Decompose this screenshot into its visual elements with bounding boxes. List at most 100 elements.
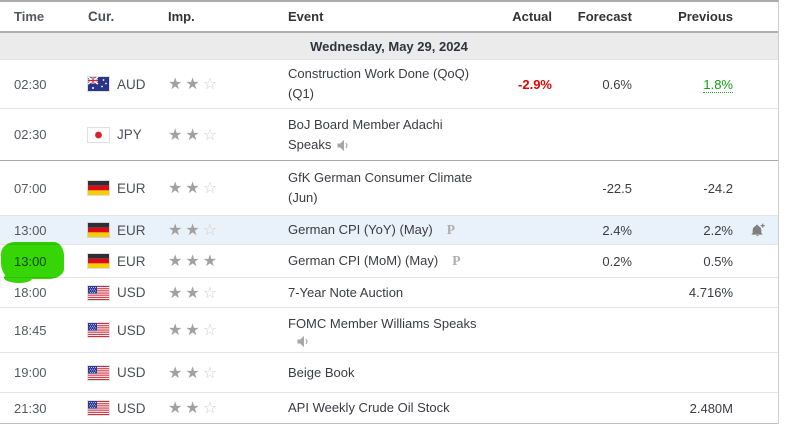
- col-header-importance: Imp.: [168, 9, 195, 24]
- star-empty-icon: ☆: [202, 322, 218, 339]
- star-filled-icon: ★: [168, 76, 183, 93]
- star-empty-icon: ☆: [202, 180, 218, 197]
- germany-flag-icon: [88, 254, 109, 268]
- japan-flag-icon: [88, 127, 109, 142]
- table-row[interactable]: 13:00 EUR ★ ★ ★ German CPI (MoM) (May) P 0.…: [0, 245, 778, 278]
- star-empty-icon: ☆: [202, 364, 218, 382]
- importance-stars: ★ ★ ☆: [168, 283, 275, 303]
- star-filled-icon: ★: [202, 253, 218, 270]
- currency-code: EUR: [117, 222, 146, 238]
- currency-code: AUD: [117, 76, 146, 92]
- star-filled-icon: ★: [185, 400, 200, 417]
- star-filled-icon: ★: [168, 253, 183, 270]
- event-line: German CPI (MoM) (May): [288, 253, 439, 268]
- star-empty-icon: ☆: [202, 400, 218, 417]
- table-row[interactable]: 18:00 USD ★ ★ ☆ 7-Year Note Auction 4.716%: [0, 278, 778, 308]
- preliminary-icon: P: [452, 253, 461, 268]
- currency-cell: JPY: [88, 127, 168, 142]
- currency-code: USD: [117, 400, 146, 416]
- star-filled-icon: ★: [185, 222, 200, 239]
- event-time: 18:45: [14, 322, 47, 338]
- event-name[interactable]: 7-Year Note Auction: [275, 283, 505, 303]
- table-row[interactable]: 02:30 AUD ★ ★ ☆ Construction Work Done (Qo…: [0, 60, 778, 109]
- event-line: BoJ Board Member Adachi: [288, 116, 443, 132]
- currency-cell: AUD: [88, 77, 168, 92]
- star-filled-icon: ★: [168, 126, 183, 144]
- star-filled-icon: ★: [185, 253, 200, 270]
- economic-calendar-table: Time Cur. Imp. Event Actual Forecast Pre…: [0, 0, 779, 424]
- importance-stars: ★ ★ ☆: [168, 74, 275, 94]
- australia-flag-icon: [88, 77, 109, 91]
- star-filled-icon: ★: [185, 364, 200, 382]
- col-header-forecast: Forecast: [577, 9, 632, 24]
- star-filled-icon: ★: [168, 180, 183, 197]
- event-name[interactable]: API Weekly Crude Oil Stock: [275, 398, 505, 418]
- event-name[interactable]: GfK German Consumer Climate (Jun): [275, 168, 505, 208]
- table-row[interactable]: 21:30 USD ★ ★ ☆ API Weekly Crude Oil Stock…: [0, 393, 778, 424]
- event-name[interactable]: German CPI (MoM) (May) P: [275, 251, 505, 271]
- currency-code: JPY: [117, 127, 142, 142]
- event-line: (Jun): [288, 190, 318, 205]
- event-time: 19:00: [14, 365, 47, 380]
- col-header-previous: Previous: [678, 9, 733, 24]
- table-header-row: Time Cur. Imp. Event Actual Forecast Pre…: [0, 2, 778, 33]
- event-line: 7-Year Note Auction: [288, 284, 404, 300]
- event-line: Speaks: [288, 136, 332, 152]
- germany-flag-icon: [88, 181, 109, 195]
- currency-cell: EUR: [88, 181, 168, 196]
- star-empty-icon: ☆: [202, 126, 218, 144]
- importance-stars: ★ ★ ★: [168, 251, 275, 271]
- table-row[interactable]: 19:00 USD ★ ★ ☆ Beige Book: [0, 353, 778, 393]
- event-time: 02:30: [14, 127, 47, 142]
- event-time: 18:00: [14, 285, 47, 300]
- forecast-value: -22.5: [602, 180, 632, 196]
- us-flag-icon: [88, 401, 109, 415]
- table-row-highlighted[interactable]: 13:00 EUR ★ ★ ☆ German CPI (YoY) (May) P 2.…: [0, 216, 778, 245]
- currency-code: USD: [117, 365, 146, 380]
- forecast-value: 0.6%: [602, 76, 632, 92]
- currency-code: USD: [117, 285, 146, 300]
- speaker-icon: [296, 335, 505, 348]
- currency-cell: USD: [88, 285, 168, 300]
- event-line: (Q1): [288, 86, 314, 101]
- event-line: API Weekly Crude Oil Stock: [288, 400, 450, 415]
- star-filled-icon: ★: [185, 76, 200, 93]
- star-filled-icon: ★: [185, 322, 200, 339]
- col-header-event: Event: [288, 9, 324, 24]
- germany-flag-icon: [88, 223, 109, 237]
- event-line: GfK German Consumer Climate: [288, 170, 473, 185]
- event-line: German CPI (YoY) (May): [288, 222, 433, 237]
- us-flag-icon: [88, 323, 109, 337]
- col-header-actual: Actual: [512, 9, 552, 24]
- event-time: 13:00: [14, 222, 47, 238]
- previous-value: 2.2%: [703, 222, 733, 238]
- star-filled-icon: ★: [185, 284, 200, 302]
- date-heading-row: Wednesday, May 29, 2024: [0, 33, 778, 60]
- event-line: Beige Book: [288, 364, 355, 380]
- alert-bell-icon[interactable]: [749, 223, 766, 238]
- importance-stars: ★ ★ ☆: [168, 363, 275, 383]
- currency-cell: EUR: [88, 223, 168, 238]
- table-row[interactable]: 07:00 EUR ★ ★ ☆ GfK German Consumer Climat…: [0, 161, 778, 216]
- importance-stars: ★ ★ ☆: [168, 220, 275, 240]
- event-name[interactable]: Construction Work Done (QoQ) (Q1): [275, 64, 505, 104]
- event-name[interactable]: BoJ Board Member Adachi Speaks: [275, 115, 505, 155]
- actual-value: -2.9%: [518, 76, 552, 92]
- event-name[interactable]: German CPI (YoY) (May) P: [275, 220, 505, 240]
- event-name[interactable]: FOMC Member Williams Speaks: [275, 314, 505, 347]
- event-time: 21:30: [14, 400, 47, 416]
- event-line: FOMC Member Williams Speaks: [288, 315, 477, 331]
- star-filled-icon: ★: [185, 180, 200, 197]
- date-heading: Wednesday, May 29, 2024: [310, 38, 468, 54]
- importance-stars: ★ ★ ☆: [168, 125, 275, 145]
- event-line: Construction Work Done (QoQ): [288, 66, 470, 81]
- importance-stars: ★ ★ ☆: [168, 178, 275, 198]
- previous-value: -24.2: [703, 180, 733, 196]
- previous-value[interactable]: 1.8%: [703, 76, 733, 93]
- currency-cell: EUR: [88, 254, 168, 269]
- table-row[interactable]: 02:30 JPY ★ ★ ☆ BoJ Board Member Adachi Sp…: [0, 109, 778, 161]
- preliminary-icon: P: [446, 222, 455, 237]
- table-row[interactable]: 18:45 USD ★ ★ ☆ FOMC Member Williams Speak…: [0, 308, 778, 353]
- event-name[interactable]: Beige Book: [275, 363, 505, 383]
- importance-stars: ★ ★ ☆: [168, 320, 275, 340]
